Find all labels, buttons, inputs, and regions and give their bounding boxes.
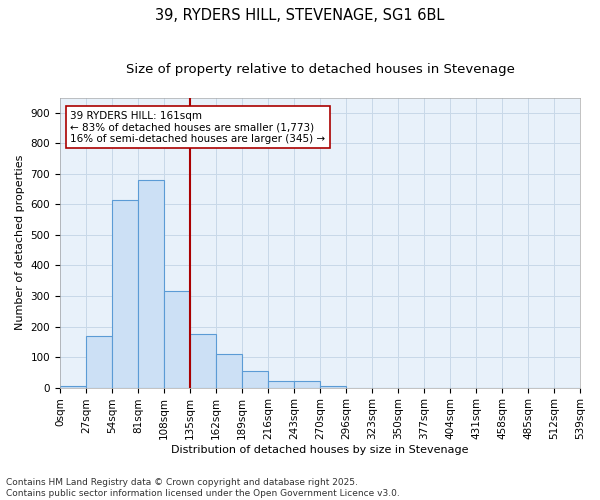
Text: 39 RYDERS HILL: 161sqm
← 83% of detached houses are smaller (1,773)
16% of semi-: 39 RYDERS HILL: 161sqm ← 83% of detached… — [70, 110, 325, 144]
Bar — [190, 334, 216, 388]
Bar — [294, 382, 320, 388]
Bar — [138, 180, 164, 388]
Bar — [164, 292, 190, 388]
Text: Contains HM Land Registry data © Crown copyright and database right 2025.
Contai: Contains HM Land Registry data © Crown c… — [6, 478, 400, 498]
Bar — [216, 354, 242, 388]
Bar — [320, 386, 346, 388]
X-axis label: Distribution of detached houses by size in Stevenage: Distribution of detached houses by size … — [171, 445, 469, 455]
Bar — [268, 382, 294, 388]
Bar — [112, 200, 138, 388]
Y-axis label: Number of detached properties: Number of detached properties — [15, 155, 25, 330]
Title: Size of property relative to detached houses in Stevenage: Size of property relative to detached ho… — [125, 62, 514, 76]
Bar — [60, 386, 86, 388]
Bar — [242, 371, 268, 388]
Bar — [86, 336, 112, 388]
Text: 39, RYDERS HILL, STEVENAGE, SG1 6BL: 39, RYDERS HILL, STEVENAGE, SG1 6BL — [155, 8, 445, 22]
